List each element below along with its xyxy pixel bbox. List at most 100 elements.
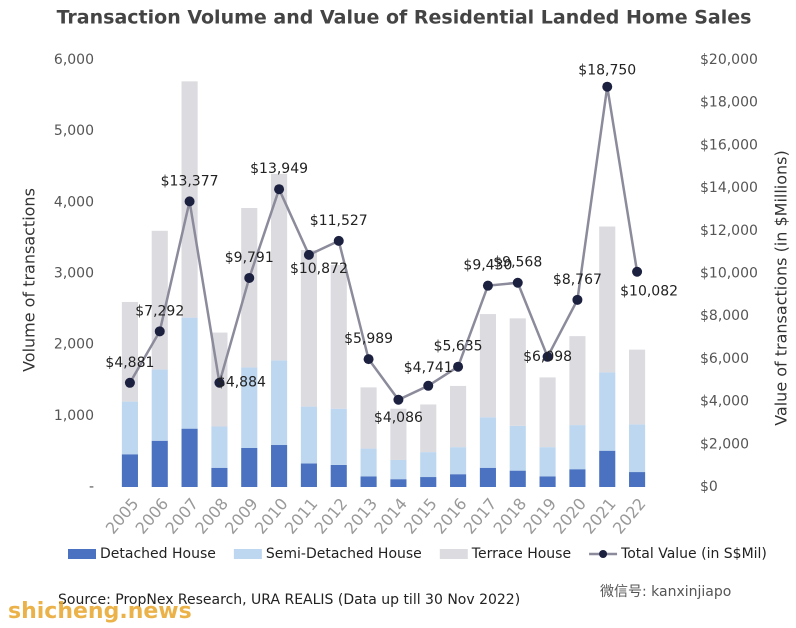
data-label: $8,767 bbox=[553, 272, 602, 288]
data-label: $9,430 bbox=[463, 258, 512, 274]
x-tick-label: 2005 bbox=[102, 494, 143, 537]
x-tick-label: 2019 bbox=[519, 494, 560, 537]
bar-segment bbox=[450, 385, 467, 448]
bar-segment bbox=[151, 230, 168, 370]
legend-label: Detached House bbox=[100, 546, 216, 562]
bar-segment bbox=[271, 360, 288, 446]
bar-segment bbox=[271, 445, 288, 487]
total-value-line bbox=[128, 86, 639, 402]
y2-axis-title: Value of transactions (in $Millions) bbox=[772, 150, 791, 426]
y-tick-label: 1,000 bbox=[54, 408, 94, 424]
x-tick-label: 2022 bbox=[609, 494, 650, 537]
bar-segment bbox=[599, 226, 616, 373]
bar-segment bbox=[599, 450, 616, 487]
data-label: $5,635 bbox=[434, 339, 483, 355]
bar-segment bbox=[241, 367, 258, 448]
bar-segment bbox=[450, 447, 467, 475]
bar-segment bbox=[330, 464, 347, 487]
y-tick-label: 4,000 bbox=[54, 194, 94, 210]
total-value-marker bbox=[453, 361, 464, 372]
data-label: $6,098 bbox=[523, 349, 572, 365]
total-value-marker bbox=[214, 377, 225, 388]
data-label: $7,292 bbox=[135, 303, 184, 319]
bar-segment bbox=[539, 377, 556, 448]
x-tick-label: 2013 bbox=[340, 494, 381, 537]
x-tick-label: 2018 bbox=[490, 494, 531, 537]
x-tick-label: 2007 bbox=[161, 494, 202, 537]
total-value-marker bbox=[333, 235, 344, 246]
total-value-marker bbox=[184, 196, 195, 207]
total-value-marker bbox=[423, 380, 434, 391]
total-value-marker bbox=[393, 394, 404, 405]
total-value-marker bbox=[632, 266, 643, 277]
bar-segment bbox=[629, 349, 646, 425]
x-tick-label: 2011 bbox=[281, 494, 322, 537]
data-label: $10,082 bbox=[620, 284, 678, 300]
bar-segment bbox=[241, 447, 258, 487]
bar-segment bbox=[569, 336, 586, 426]
total-value-marker bbox=[542, 351, 553, 362]
bar-segment bbox=[479, 417, 496, 468]
data-label: $11,527 bbox=[310, 213, 368, 229]
bar-segment bbox=[450, 474, 467, 487]
chart-title: Transaction Volume and Value of Resident… bbox=[57, 7, 752, 29]
x-tick-label: 2015 bbox=[400, 494, 441, 537]
total-value-marker bbox=[572, 294, 583, 305]
bar-segment bbox=[569, 469, 586, 487]
watermark: 微信号: kanxinjiapo bbox=[600, 584, 731, 600]
data-label: $4,884 bbox=[217, 375, 266, 391]
x-tick-label: 2017 bbox=[460, 494, 501, 537]
bar-segment bbox=[509, 318, 526, 426]
bar-segment bbox=[390, 479, 407, 487]
bar-segment bbox=[211, 426, 228, 468]
y2-tick-label: $2,000 bbox=[700, 436, 749, 452]
bar-segment bbox=[479, 467, 496, 487]
bar-segment bbox=[330, 408, 347, 465]
legend-swatch bbox=[599, 550, 608, 558]
y-tick-label: 6,000 bbox=[54, 52, 94, 68]
y-tick-label: 2,000 bbox=[54, 337, 94, 353]
bar-segment bbox=[599, 372, 616, 451]
legend-label: Terrace House bbox=[471, 546, 571, 562]
y2-tick-label: $16,000 bbox=[700, 137, 758, 153]
bar-segment bbox=[121, 401, 138, 455]
x-tick-label: 2012 bbox=[311, 494, 352, 537]
bar-segment bbox=[390, 408, 407, 460]
total-value-marker bbox=[363, 354, 374, 365]
bar-segment bbox=[181, 428, 198, 487]
x-tick-label: 2006 bbox=[132, 494, 173, 537]
x-tick-label: 2016 bbox=[430, 494, 471, 537]
bar-segment bbox=[151, 369, 168, 441]
bar-segment bbox=[539, 476, 556, 487]
legend-label: Total Value (in S$Mil) bbox=[620, 546, 767, 562]
data-label: $13,377 bbox=[161, 173, 219, 189]
source-note: Source: PropNex Research, URA REALIS (Da… bbox=[58, 592, 520, 608]
data-label: $4,086 bbox=[374, 410, 423, 426]
y2-tick-label: $14,000 bbox=[700, 180, 758, 196]
bar-segment bbox=[151, 440, 168, 487]
bar-segment bbox=[300, 406, 317, 464]
bar-segment bbox=[360, 448, 377, 477]
total-value-marker bbox=[244, 272, 255, 283]
y2-tick-label: $8,000 bbox=[700, 308, 749, 324]
total-value-marker bbox=[482, 280, 493, 291]
y2-tick-label: $4,000 bbox=[700, 394, 749, 410]
x-tick-label: 2009 bbox=[221, 494, 262, 537]
bar-segment bbox=[509, 425, 526, 471]
bar-segment bbox=[271, 173, 288, 361]
bar-segment bbox=[420, 404, 437, 453]
y2-tick-label: $18,000 bbox=[700, 95, 758, 111]
bar-segment bbox=[539, 447, 556, 477]
bar-segment bbox=[300, 463, 317, 487]
legend-swatch bbox=[68, 549, 96, 559]
total-value-marker bbox=[124, 377, 135, 388]
bar-segment bbox=[121, 454, 138, 487]
y2-tick-label: $0 bbox=[700, 479, 718, 495]
x-tick-label: 2021 bbox=[579, 494, 620, 537]
bar-segment bbox=[479, 314, 496, 418]
bar-segment bbox=[181, 317, 198, 429]
data-label: $9,791 bbox=[225, 250, 274, 266]
bar-segment bbox=[211, 467, 228, 487]
y2-tick-label: $6,000 bbox=[700, 351, 749, 367]
